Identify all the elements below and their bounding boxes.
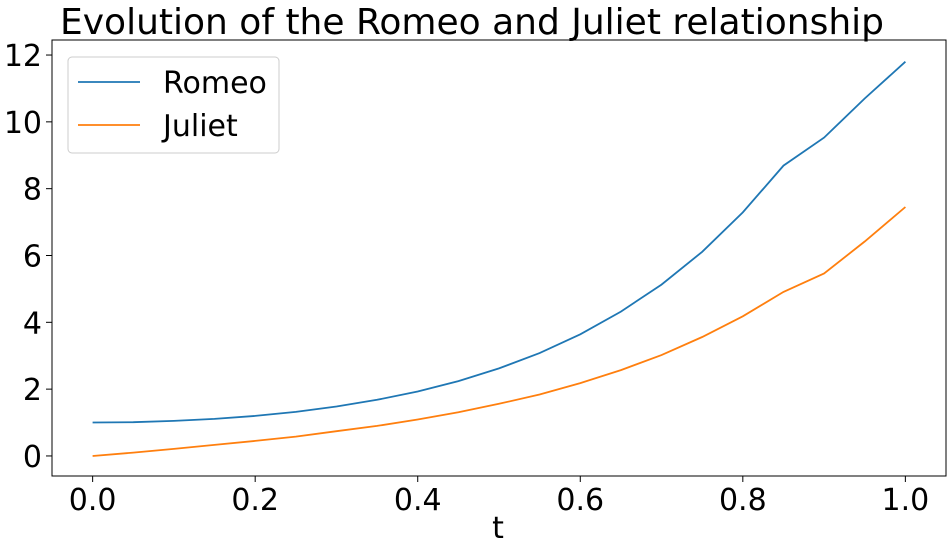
x-axis: 0.0 0.2 0.4 0.6 0.8 1.0 bbox=[69, 476, 929, 518]
x-tick-label: 0.6 bbox=[556, 483, 604, 518]
y-tick-label: 0 bbox=[23, 440, 42, 475]
y-tick-label: 10 bbox=[4, 106, 42, 141]
y-tick-label: 12 bbox=[4, 39, 42, 74]
plot-frame bbox=[51, 39, 947, 477]
series-line-juliet bbox=[92, 206, 906, 457]
y-tick-label: 8 bbox=[23, 173, 42, 208]
legend: Romeo Juliet bbox=[67, 56, 280, 154]
legend-box bbox=[67, 56, 280, 154]
y-tick-label: 6 bbox=[23, 239, 42, 274]
series-lines bbox=[92, 61, 907, 457]
y-axis: 0 2 4 6 8 10 12 bbox=[4, 39, 52, 475]
legend-label-romeo: Romeo bbox=[163, 66, 267, 101]
x-tick-label: 0.2 bbox=[231, 483, 279, 518]
chart-title: Evolution of the Romeo and Juliet relati… bbox=[60, 2, 884, 43]
x-axis-label: t bbox=[492, 511, 504, 546]
y-tick-label: 2 bbox=[23, 373, 42, 408]
x-tick-label: 0.8 bbox=[719, 483, 767, 518]
x-tick-label: 0.4 bbox=[394, 483, 442, 518]
series-line-romeo bbox=[92, 61, 907, 424]
x-tick-label: 0.0 bbox=[69, 483, 117, 518]
legend-label-juliet: Juliet bbox=[161, 109, 238, 144]
x-tick-label: 1.0 bbox=[882, 483, 930, 518]
y-tick-label: 4 bbox=[23, 306, 42, 341]
